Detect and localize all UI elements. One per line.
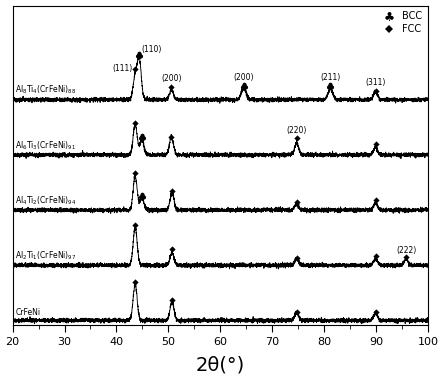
Text: Al$_8$Ti$_4$(CrFeNi)$_{88}$: Al$_8$Ti$_4$(CrFeNi)$_{88}$ <box>15 84 77 97</box>
Text: (311): (311) <box>365 78 386 87</box>
Text: (211): (211) <box>320 73 341 82</box>
Legend: BCC, FCC: BCC, FCC <box>379 10 423 35</box>
Text: Al$_6$Ti$_3$(CrFeNi)$_{91}$: Al$_6$Ti$_3$(CrFeNi)$_{91}$ <box>15 139 76 152</box>
Text: (200): (200) <box>161 74 182 84</box>
X-axis label: 2θ(°): 2θ(°) <box>196 355 245 374</box>
Text: (222): (222) <box>396 245 416 255</box>
Text: Al$_2$Ti$_1$(CrFeNi)$_{97}$: Al$_2$Ti$_1$(CrFeNi)$_{97}$ <box>15 250 76 262</box>
Text: (220): (220) <box>286 127 307 135</box>
Text: (200): (200) <box>234 73 254 82</box>
Text: (111): (111) <box>113 65 133 73</box>
Text: Al$_4$Ti$_2$(CrFeNi)$_{94}$: Al$_4$Ti$_2$(CrFeNi)$_{94}$ <box>15 194 77 207</box>
Text: (110): (110) <box>141 45 162 54</box>
Text: CrFeNi: CrFeNi <box>15 308 40 317</box>
